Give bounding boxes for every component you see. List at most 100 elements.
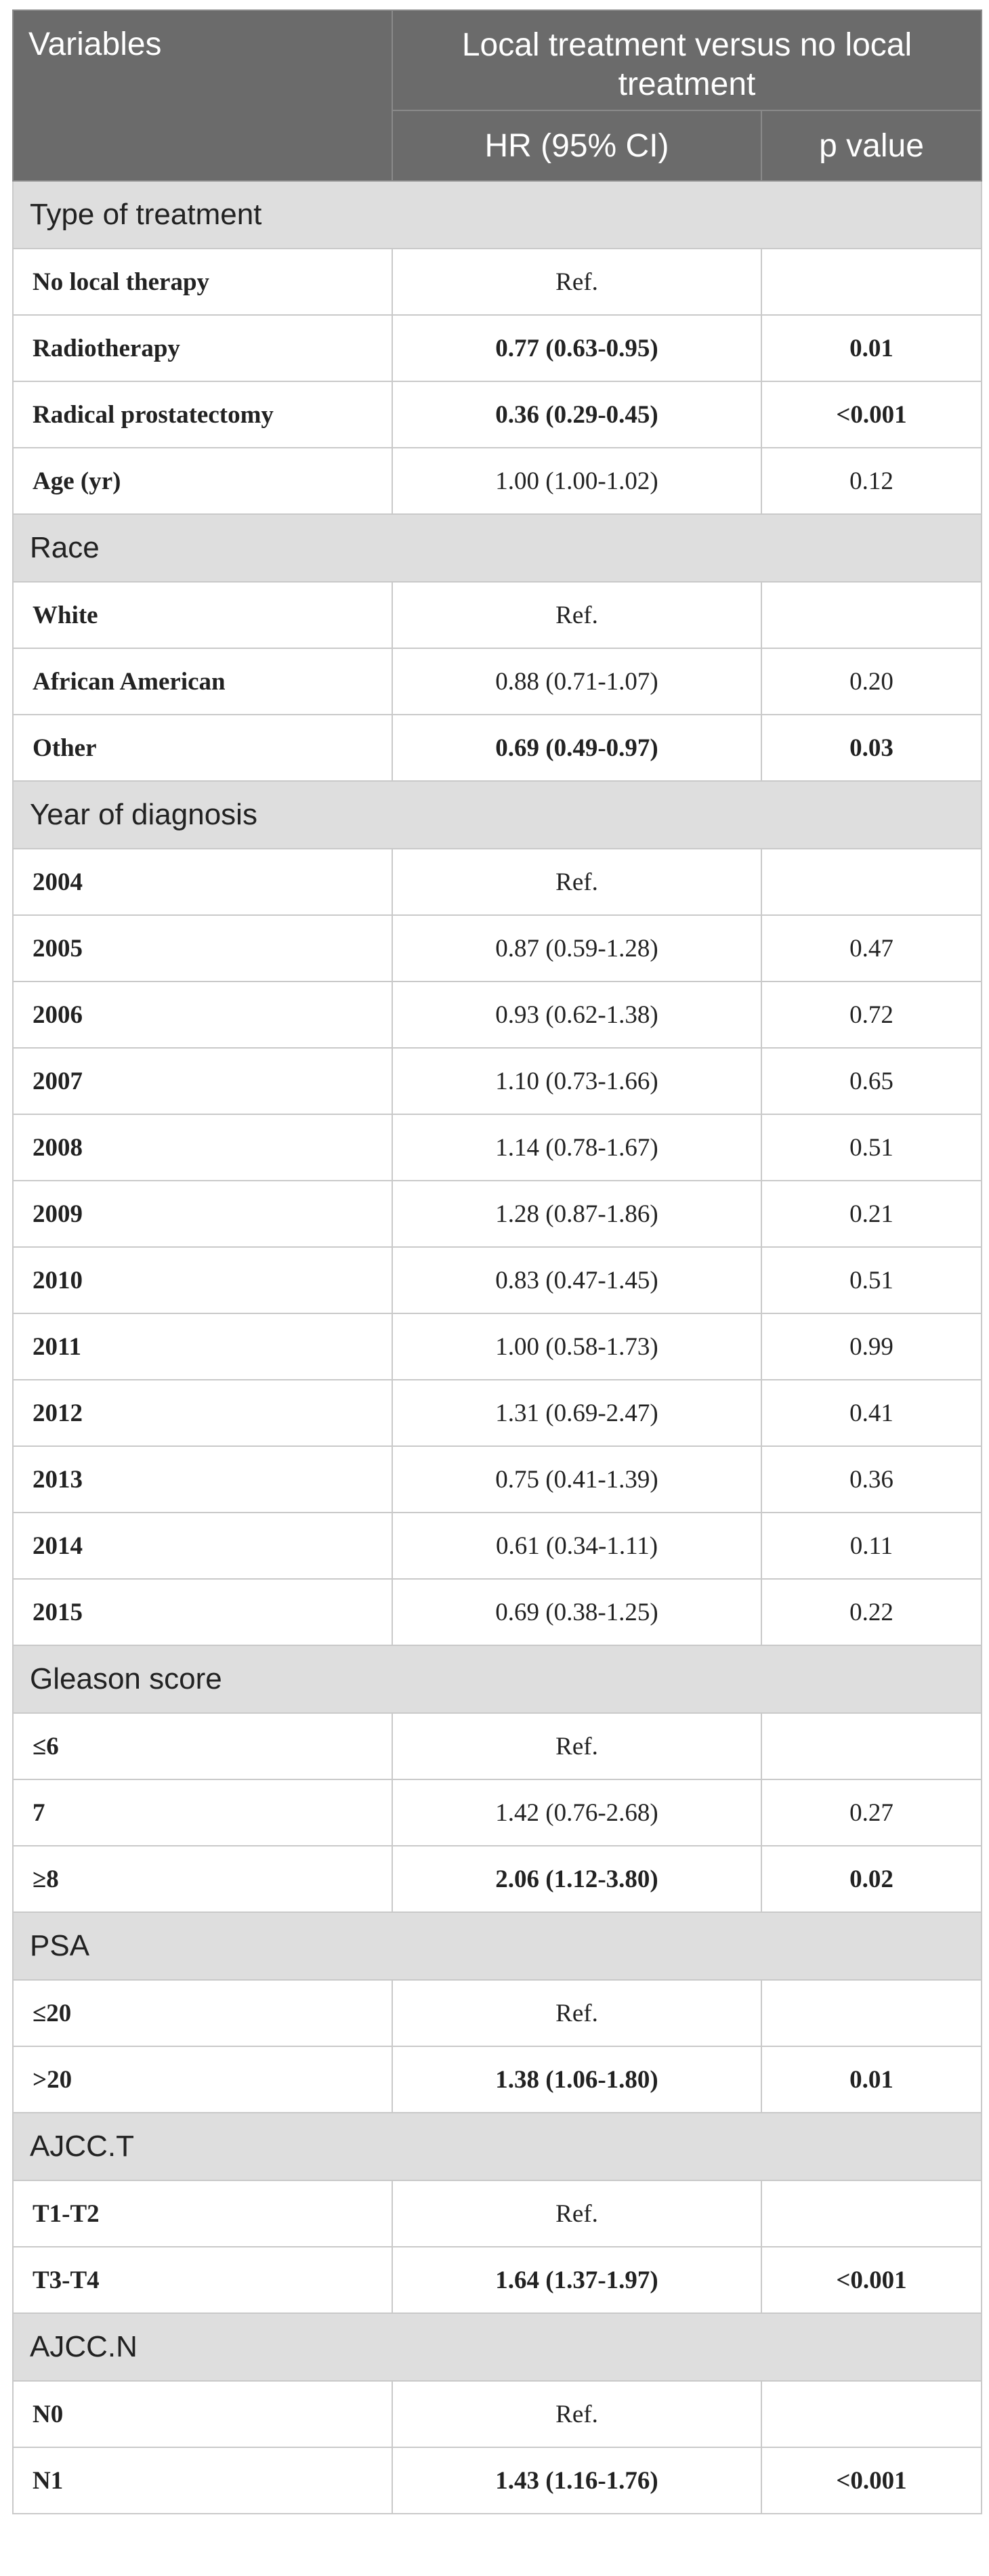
table-row: >20 1.38 (1.06-1.80) 0.01	[12, 2046, 982, 2113]
p-value-cell: 0.72	[761, 981, 982, 1049]
variable-cell: 2011	[12, 1313, 393, 1380]
table-row: 2011 1.00 (0.58-1.73) 0.99	[12, 1313, 982, 1380]
p-value-cell: 0.65	[761, 1047, 982, 1115]
table-row: T3-T4 1.64 (1.37-1.97) <0.001	[12, 2246, 982, 2314]
section-title: Gleason score	[12, 1645, 982, 1714]
hr-cell: 0.36 (0.29-0.45)	[392, 381, 762, 448]
p-value-cell: 0.12	[761, 447, 982, 515]
table-row: ≤20 Ref.	[12, 1979, 982, 2047]
hr-cell: 1.28 (0.87-1.86)	[392, 1180, 762, 1248]
hr-cell: 1.43 (1.16-1.76)	[392, 2447, 762, 2514]
hr-header: HR (95% CI)	[392, 110, 762, 182]
hr-cell: 1.00 (0.58-1.73)	[392, 1313, 762, 1380]
variable-cell: ≥8	[12, 1845, 393, 1913]
p-value-cell: <0.001	[761, 381, 982, 448]
hr-cell: Ref.	[392, 2180, 762, 2247]
hr-cell: 1.42 (0.76-2.68)	[392, 1779, 762, 1846]
hr-cell: Ref.	[392, 581, 762, 649]
variable-cell: ≤20	[12, 1979, 393, 2047]
p-value-header: p value	[761, 110, 982, 182]
hr-cell: Ref.	[392, 1979, 762, 2047]
table-row: 2005 0.87 (0.59-1.28) 0.47	[12, 914, 982, 982]
hazard-ratio-table: Variables Local treatment versus no loca…	[12, 9, 982, 2514]
variable-cell: Radical prostatectomy	[12, 381, 393, 448]
p-value-cell	[761, 1712, 982, 1780]
table-row: Other 0.69 (0.49-0.97) 0.03	[12, 714, 982, 782]
p-value-cell: 0.20	[761, 648, 982, 715]
variable-cell: Other	[12, 714, 393, 782]
hr-cell: 0.69 (0.38-1.25)	[392, 1578, 762, 1646]
table-row: 2004 Ref.	[12, 848, 982, 916]
p-value-cell: 0.21	[761, 1180, 982, 1248]
variable-cell: 2010	[12, 1246, 393, 1314]
table-row: No local therapy Ref.	[12, 248, 982, 316]
p-value-cell: 0.36	[761, 1445, 982, 1513]
hr-cell: 0.88 (0.71-1.07)	[392, 648, 762, 715]
table-row: 2006 0.93 (0.62-1.38) 0.72	[12, 981, 982, 1049]
table-row: Radiotherapy 0.77 (0.63-0.95) 0.01	[12, 314, 982, 382]
table-row: 2013 0.75 (0.41-1.39) 0.36	[12, 1445, 982, 1513]
variable-cell: 2012	[12, 1379, 393, 1447]
section-row: Gleason score	[12, 1645, 982, 1714]
variable-cell: 2013	[12, 1445, 393, 1513]
table-row: White Ref.	[12, 581, 982, 649]
table-row: Radical prostatectomy 0.36 (0.29-0.45) <0.…	[12, 381, 982, 448]
hr-cell: 1.14 (0.78-1.67)	[392, 1114, 762, 1181]
hr-cell: 0.75 (0.41-1.39)	[392, 1445, 762, 1513]
hr-cell: Ref.	[392, 848, 762, 916]
hr-cell: Ref.	[392, 1712, 762, 1780]
variables-header: Variables	[12, 9, 393, 182]
group-header: Local treatment versus no local treatmen…	[392, 9, 982, 111]
table-row: 2014 0.61 (0.34-1.11) 0.11	[12, 1512, 982, 1580]
p-value-cell: <0.001	[761, 2447, 982, 2514]
p-value-cell: 0.99	[761, 1313, 982, 1380]
hr-cell: 0.83 (0.47-1.45)	[392, 1246, 762, 1314]
variable-cell: 2014	[12, 1512, 393, 1580]
p-value-cell: 0.01	[761, 314, 982, 382]
hr-cell: 1.10 (0.73-1.66)	[392, 1047, 762, 1115]
section-row: Year of diagnosis	[12, 780, 982, 849]
hr-cell: 1.64 (1.37-1.97)	[392, 2246, 762, 2314]
table-row: 2009 1.28 (0.87-1.86) 0.21	[12, 1180, 982, 1248]
results-table-container: Variables Local treatment versus no loca…	[12, 9, 982, 2514]
p-value-cell: 0.01	[761, 2046, 982, 2113]
table-row: 7 1.42 (0.76-2.68) 0.27	[12, 1779, 982, 1846]
variable-cell: >20	[12, 2046, 393, 2113]
variable-cell: 2006	[12, 981, 393, 1049]
p-value-cell: 0.03	[761, 714, 982, 782]
variable-cell: Radiotherapy	[12, 314, 393, 382]
variable-cell: N0	[12, 2380, 393, 2448]
variable-cell: 2008	[12, 1114, 393, 1181]
hr-cell: Ref.	[392, 2380, 762, 2448]
p-value-cell	[761, 2180, 982, 2247]
section-title: Race	[12, 513, 982, 583]
table-row: African American 0.88 (0.71-1.07) 0.20	[12, 648, 982, 715]
hr-cell: Ref.	[392, 248, 762, 316]
table-row: T1-T2 Ref.	[12, 2180, 982, 2247]
table-row: 2012 1.31 (0.69-2.47) 0.41	[12, 1379, 982, 1447]
hr-cell: 1.38 (1.06-1.80)	[392, 2046, 762, 2113]
section-row: Type of treatment	[12, 180, 982, 249]
table-row: 2007 1.10 (0.73-1.66) 0.65	[12, 1047, 982, 1115]
variable-cell: 2005	[12, 914, 393, 982]
p-value-cell: 0.27	[761, 1779, 982, 1846]
variable-cell: African American	[12, 648, 393, 715]
variable-cell: 2007	[12, 1047, 393, 1115]
p-value-cell	[761, 248, 982, 316]
section-row: AJCC.T	[12, 2112, 982, 2181]
section-row: PSA	[12, 1912, 982, 1981]
hr-cell: 1.00 (1.00-1.02)	[392, 447, 762, 515]
table-row: ≥8 2.06 (1.12-3.80) 0.02	[12, 1845, 982, 1913]
table-row: Age (yr) 1.00 (1.00-1.02) 0.12	[12, 447, 982, 515]
table-body: Type of treatment No local therapy Ref. Rad…	[12, 180, 982, 2514]
hr-cell: 2.06 (1.12-3.80)	[392, 1845, 762, 1913]
table-row: N1 1.43 (1.16-1.76) <0.001	[12, 2447, 982, 2514]
variable-cell: Age (yr)	[12, 447, 393, 515]
hr-cell: 0.93 (0.62-1.38)	[392, 981, 762, 1049]
p-value-cell	[761, 848, 982, 916]
table-row: ≤6 Ref.	[12, 1712, 982, 1780]
p-value-cell: 0.02	[761, 1845, 982, 1913]
hr-cell: 0.61 (0.34-1.11)	[392, 1512, 762, 1580]
p-value-cell: 0.11	[761, 1512, 982, 1580]
section-title: AJCC.N	[12, 2313, 982, 2382]
